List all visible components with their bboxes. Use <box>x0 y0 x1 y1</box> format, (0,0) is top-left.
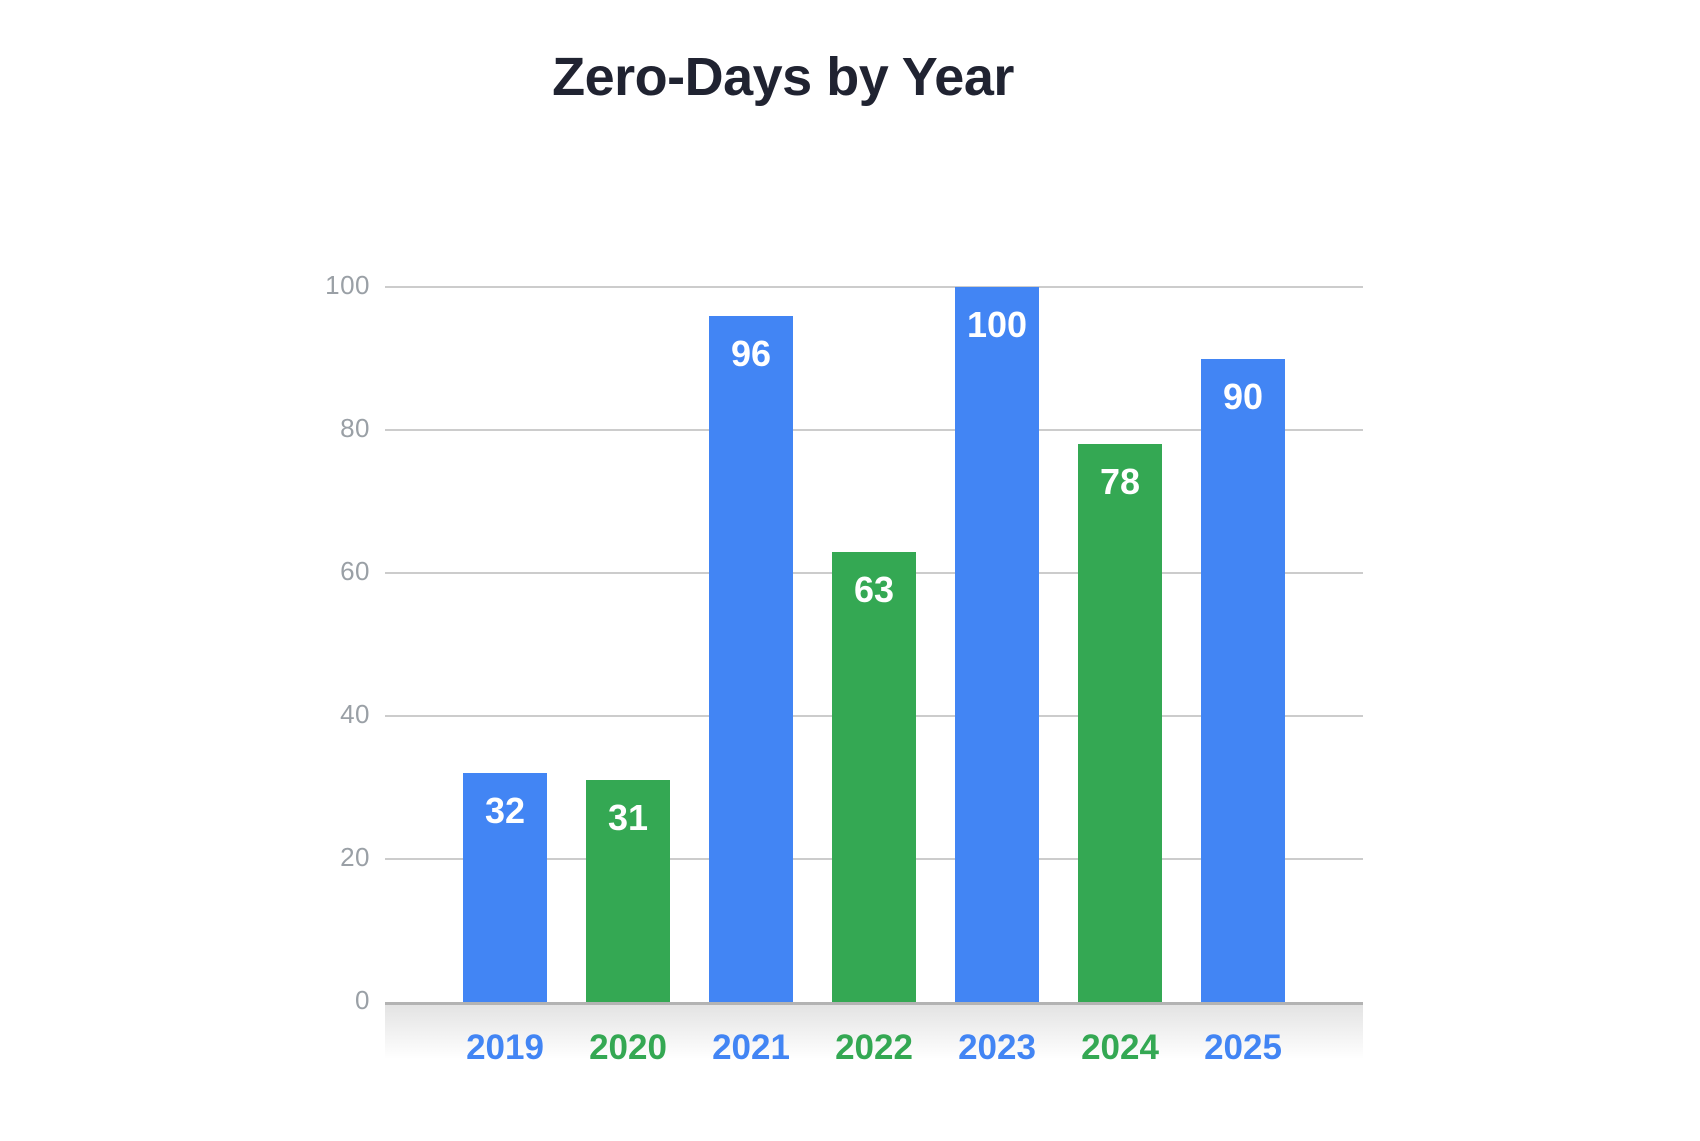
bar-value-label-2022: 63 <box>853 568 895 610</box>
x-axis-baseline <box>385 1002 1363 1005</box>
gridline-80 <box>385 429 1363 431</box>
bar-2022: 63 <box>832 551 916 1002</box>
bar-2024: 78 <box>1078 444 1162 1002</box>
gridline-100 <box>385 286 1363 288</box>
plot-area: 0 20 40 60 80 100 32 31 96 63 100 78 90 2019 2020 202… <box>325 272 1363 1065</box>
x-tick-label-2019: 2019 <box>466 1028 544 1067</box>
y-tick-label-80: 80 <box>340 413 370 443</box>
x-tick-label-2024: 2024 <box>1081 1028 1159 1067</box>
x-tick-label-2023: 2023 <box>958 1028 1036 1067</box>
x-tick-label-2020: 2020 <box>589 1028 667 1067</box>
bar-2019: 32 <box>463 773 547 1002</box>
bar-value-label-2025: 90 <box>1222 375 1264 417</box>
bar-2021: 96 <box>709 315 793 1002</box>
y-tick-label-0: 0 <box>355 985 370 1015</box>
bar-2025: 90 <box>1201 358 1285 1002</box>
y-tick-label-20: 20 <box>340 842 370 872</box>
bar-value-label-2020: 31 <box>607 797 649 839</box>
baseline-shadow <box>385 1005 1363 1059</box>
y-tick-label-60: 60 <box>340 556 370 586</box>
bar-value-label-2021: 96 <box>730 332 772 374</box>
y-tick-label-100: 100 <box>325 270 370 300</box>
bar-value-label-2019: 32 <box>484 790 526 832</box>
bar-2020: 31 <box>586 780 670 1002</box>
y-tick-label-40: 40 <box>340 699 370 729</box>
x-tick-label-2022: 2022 <box>835 1028 913 1067</box>
bar-value-label-2024: 78 <box>1099 461 1141 503</box>
x-tick-label-2025: 2025 <box>1204 1028 1282 1067</box>
bar-2023: 100 <box>955 287 1039 1002</box>
x-tick-label-2021: 2021 <box>712 1028 790 1067</box>
bar-value-label-2023: 100 <box>966 304 1028 345</box>
chart-title: Zero-Days by Year <box>552 47 1014 107</box>
